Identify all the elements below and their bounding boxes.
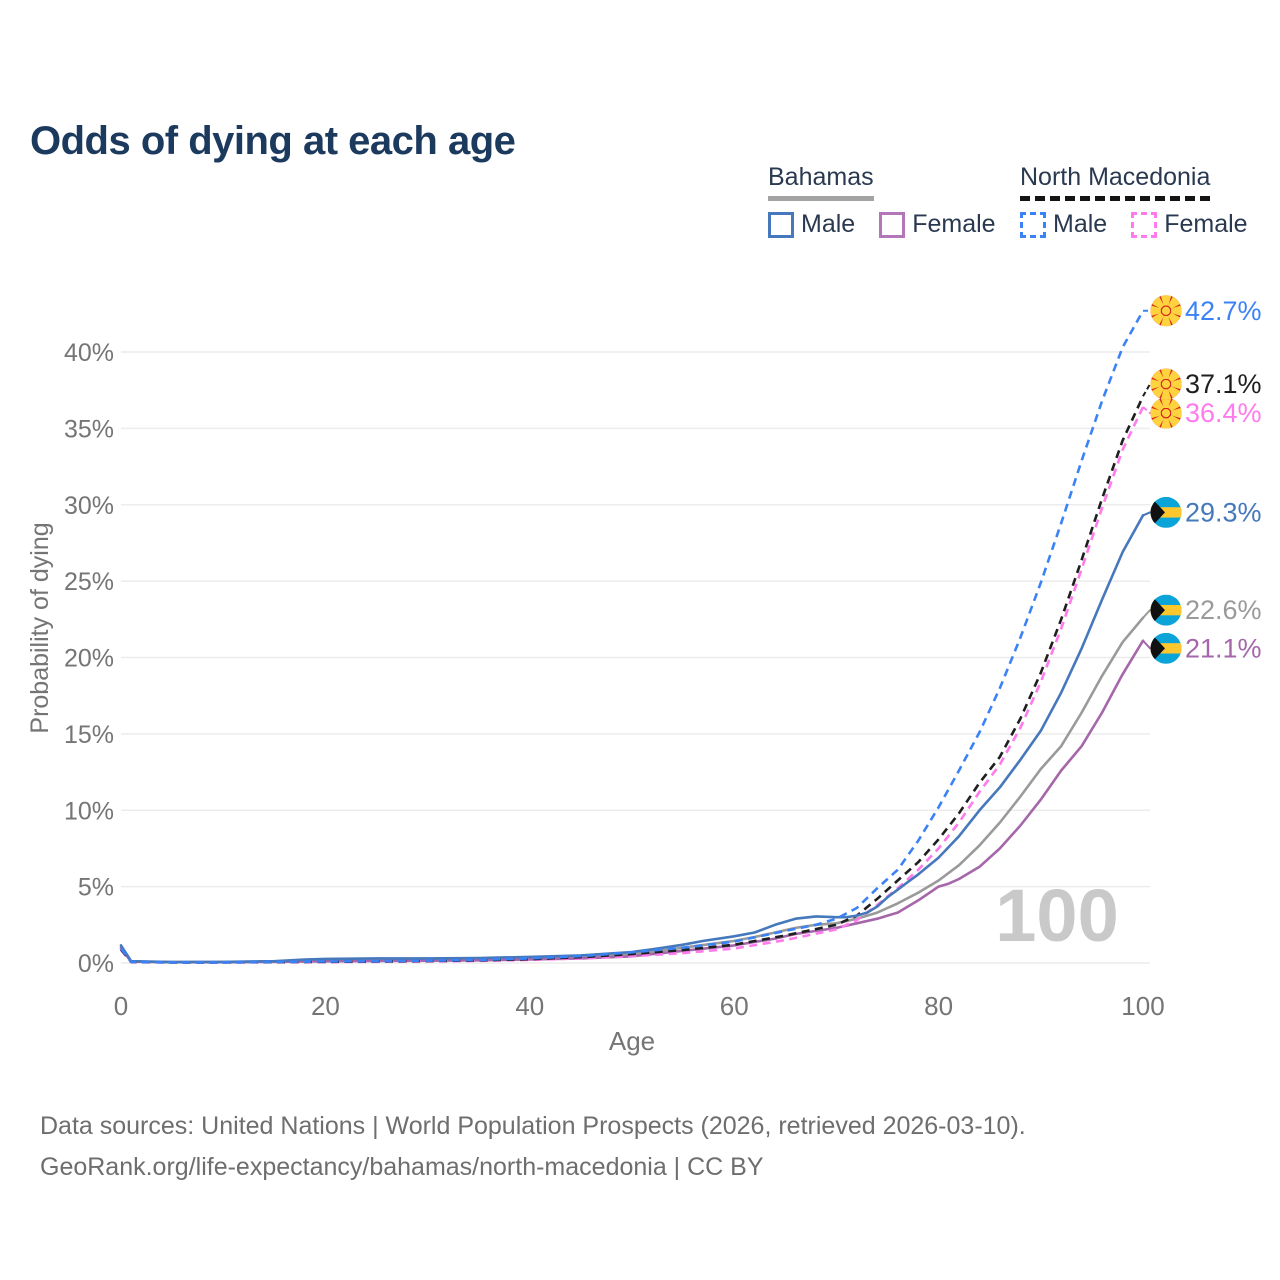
- legend-item-macedonia-male[interactable]: Male: [1020, 210, 1107, 239]
- end-value-label: 21.1%: [1185, 633, 1262, 663]
- y-axis-title: Probability of dying: [26, 522, 54, 733]
- y-tick-label: 5%: [78, 874, 114, 902]
- x-tick-label: 0: [114, 991, 128, 1021]
- legend-label: Male: [801, 210, 856, 238]
- footer-line-2: GeoRank.org/life-expectancy/bahamas/nort…: [40, 1153, 764, 1181]
- end-annotation-bahamas-both: 22.6%: [1142, 594, 1262, 626]
- line-north-macedonia-female[interactable]: [120, 406, 1145, 964]
- end-annotation-bahamas-female: 21.1%: [1142, 632, 1262, 664]
- age-watermark: 100: [995, 874, 1118, 957]
- end-value-label: 29.3%: [1185, 497, 1262, 527]
- legend-country-bahamas: Bahamas: [768, 163, 874, 201]
- macedonia-female-swatch-icon: [1131, 211, 1158, 238]
- legend-item-bahamas-male[interactable]: Male: [768, 210, 855, 239]
- end-value-label: 42.7%: [1185, 296, 1262, 326]
- end-annotation-north-macedonia-male: 42.7%: [1143, 295, 1262, 327]
- end-annotation-north-macedonia-female: 36.4%: [1142, 397, 1262, 429]
- page-title: Odds of dying at each age: [30, 118, 516, 163]
- x-tick-label: 40: [515, 991, 544, 1021]
- legend-item-macedonia-female[interactable]: Female: [1131, 210, 1248, 239]
- legend-label: Female: [1164, 210, 1248, 238]
- end-annotation-bahamas-male: 29.3%: [1142, 496, 1262, 528]
- legend-item-bahamas-female[interactable]: Female: [879, 210, 996, 239]
- bahamas-flag-icon: [1150, 632, 1182, 664]
- annotation-connector: [1142, 406, 1157, 415]
- x-axis-title: Age: [609, 1026, 655, 1056]
- x-tick-label: 80: [924, 991, 953, 1021]
- end-annotation-north-macedonia-both: 37.1%: [1142, 368, 1262, 400]
- end-value-label: 36.4%: [1185, 398, 1262, 428]
- macedonia-male-swatch-icon: [1020, 211, 1046, 238]
- line-bahamas-female[interactable]: [119, 639, 1145, 964]
- line-north-macedonia-both[interactable]: [119, 395, 1145, 964]
- bahamas-male-swatch-icon: [768, 211, 794, 238]
- x-tick-label: 60: [720, 991, 749, 1021]
- y-tick-label: 40%: [64, 339, 114, 367]
- end-value-label: 37.1%: [1185, 369, 1262, 399]
- y-tick-label: 15%: [64, 721, 114, 749]
- bahamas-flag-icon: [1150, 594, 1182, 626]
- legend-group-bahamas: Bahamas Male Female: [768, 163, 996, 239]
- y-tick-label: 10%: [64, 797, 114, 825]
- x-tick-label: 20: [311, 991, 340, 1021]
- y-tick-label: 35%: [64, 415, 114, 443]
- line-north-macedonia-male[interactable]: [119, 310, 1145, 964]
- data-source-footer: Data sources: United Nations | World Pop…: [40, 1106, 1026, 1188]
- y-tick-label: 25%: [64, 568, 114, 596]
- y-tick-label: 20%: [64, 645, 114, 673]
- legend-label: Female: [912, 210, 996, 238]
- legend-country-north-macedonia: North Macedonia: [1020, 163, 1211, 201]
- bahamas-female-swatch-icon: [879, 211, 906, 238]
- footer-line-1: Data sources: United Nations | World Pop…: [40, 1112, 1026, 1140]
- north-macedonia-flag-icon: [1150, 368, 1182, 400]
- legend-label: Male: [1053, 210, 1108, 238]
- legend-group-north-macedonia: North Macedonia Male Female: [1020, 163, 1248, 239]
- line-bahamas-both[interactable]: [119, 616, 1145, 964]
- y-tick-label: 0%: [78, 950, 114, 978]
- x-tick-label: 100: [1121, 991, 1164, 1021]
- line-bahamas-male[interactable]: [119, 514, 1145, 964]
- bahamas-flag-icon: [1150, 496, 1182, 528]
- end-value-label: 22.6%: [1185, 595, 1262, 625]
- north-macedonia-flag-icon: [1150, 295, 1182, 327]
- north-macedonia-flag-icon: [1150, 397, 1182, 429]
- y-tick-label: 30%: [64, 492, 114, 520]
